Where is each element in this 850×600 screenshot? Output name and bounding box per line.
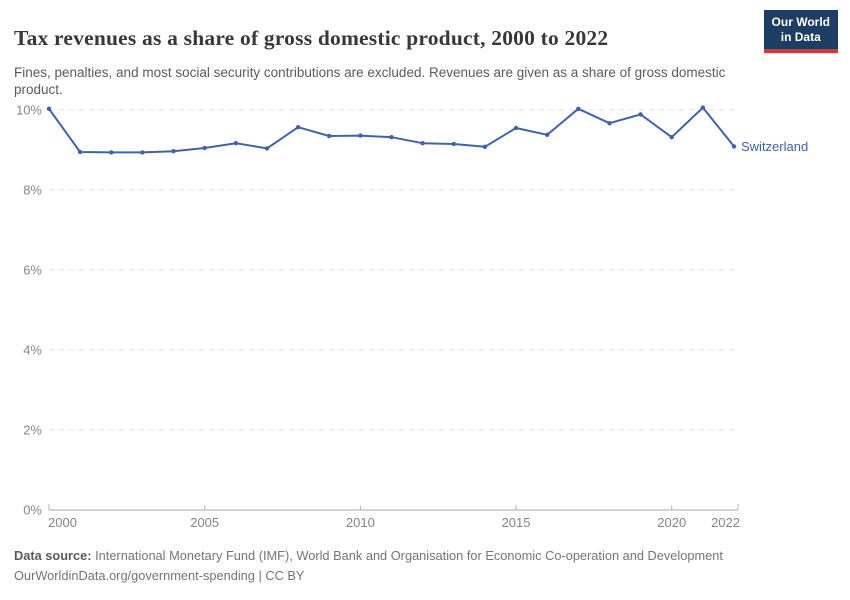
data-point-2006[interactable]: [233, 141, 238, 146]
data-point-2003[interactable]: [140, 150, 145, 155]
x-tick-label-2015: 2015: [502, 515, 531, 530]
data-point-2017[interactable]: [576, 106, 581, 111]
data-point-2002[interactable]: [109, 150, 114, 155]
data-point-2019[interactable]: [638, 112, 643, 117]
chart-subtitle: Fines, penalties, and most social securi…: [14, 64, 726, 98]
y-tick-label-8pct: 8%: [23, 183, 42, 198]
line-chart-canvas[interactable]: 0% 2% 4% 6% 8% 10% 2000 2005 2010 2015 2020 2022 Swi…: [0, 90, 850, 540]
data-point-2008[interactable]: [295, 125, 301, 130]
data-point-2011[interactable]: [389, 135, 394, 140]
chart-title: Tax revenues as a share of gross domesti…: [14, 26, 609, 51]
footer-datasource-line: Data source: International Monetary Fund…: [14, 546, 814, 566]
owid-logo-line2: in Data: [780, 30, 821, 44]
data-point-2005[interactable]: [202, 145, 207, 151]
data-point-2015[interactable]: [513, 125, 519, 131]
datasource-text: International Monetary Fund (IMF), World…: [91, 548, 723, 563]
entity-label-switzerland: Switzerland: [741, 139, 808, 154]
data-point-2000[interactable]: [46, 106, 52, 111]
datasource-label: Data source:: [14, 548, 92, 563]
data-point-2009[interactable]: [327, 133, 332, 139]
y-tick-label-6pct: 6%: [23, 263, 42, 278]
data-point-2001[interactable]: [77, 149, 83, 155]
owid-logo-line1: Our World: [771, 15, 830, 29]
data-point-2007[interactable]: [264, 146, 270, 151]
owid-logo[interactable]: Our World in Data: [763, 10, 838, 53]
data-point-2010[interactable]: [358, 133, 363, 138]
data-point-2022[interactable]: [731, 144, 737, 149]
x-tick-label-2000: 2000: [48, 515, 77, 530]
y-tick-label-2pct: 2%: [23, 423, 42, 438]
data-point-2004[interactable]: [171, 149, 176, 154]
data-point-2012[interactable]: [420, 141, 425, 146]
y-tick-label-4pct: 4%: [23, 343, 42, 358]
y-tick-label-0pct: 0%: [23, 503, 42, 518]
data-point-2021[interactable]: [700, 105, 706, 110]
data-point-2014[interactable]: [482, 144, 488, 149]
y-tick-label-10pct: 10%: [16, 103, 42, 118]
x-tick-label-2020: 2020: [657, 515, 686, 530]
data-point-2018[interactable]: [607, 121, 612, 126]
data-point-2013[interactable]: [451, 141, 456, 147]
data-point-2016[interactable]: [545, 132, 550, 137]
footer-license-line: OurWorldinData.org/government-spending |…: [14, 568, 305, 584]
x-tick-label-2005: 2005: [190, 515, 219, 530]
chart-footer: Data source: International Monetary Fund…: [14, 546, 814, 587]
data-point-2020[interactable]: [669, 135, 674, 140]
series-line-switzerland[interactable]: [48, 106, 735, 154]
x-tick-label-2022: 2022: [711, 515, 740, 530]
x-tick-label-2010: 2010: [346, 515, 375, 530]
